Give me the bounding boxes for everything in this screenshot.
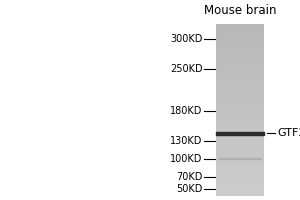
Text: GTF2I: GTF2I <box>278 128 300 138</box>
Text: 300KD: 300KD <box>170 34 203 44</box>
Text: Mouse brain: Mouse brain <box>204 4 276 17</box>
Text: 50KD: 50KD <box>176 184 203 194</box>
Text: 130KD: 130KD <box>170 136 203 146</box>
Text: 180KD: 180KD <box>170 106 203 116</box>
Text: 70KD: 70KD <box>176 172 203 182</box>
Text: 250KD: 250KD <box>170 64 202 74</box>
Text: 100KD: 100KD <box>170 154 203 164</box>
